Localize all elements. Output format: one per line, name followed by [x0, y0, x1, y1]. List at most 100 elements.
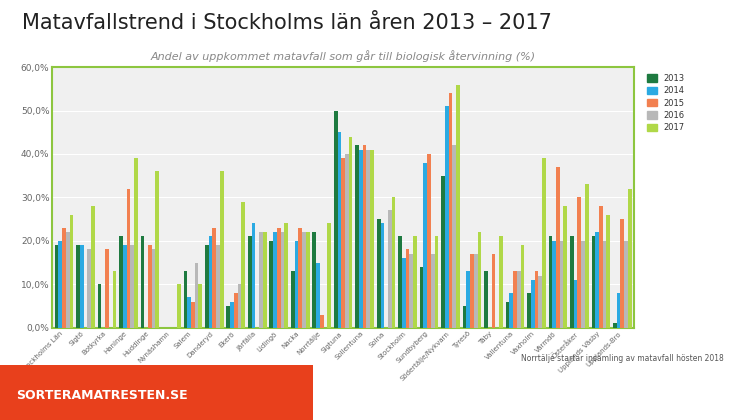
- Bar: [251, 223, 255, 328]
- Bar: [355, 145, 359, 328]
- Bar: [91, 206, 95, 328]
- Bar: [148, 245, 151, 328]
- Bar: [58, 241, 62, 328]
- Bar: [248, 236, 251, 328]
- Bar: [398, 236, 402, 328]
- Bar: [474, 254, 477, 328]
- Bar: [585, 184, 589, 328]
- Bar: [581, 241, 585, 328]
- Bar: [213, 228, 216, 328]
- Bar: [370, 150, 374, 328]
- Bar: [295, 241, 298, 328]
- Bar: [123, 245, 127, 328]
- Bar: [466, 271, 470, 328]
- Bar: [535, 271, 539, 328]
- Bar: [506, 302, 510, 328]
- Bar: [599, 206, 603, 328]
- Bar: [113, 271, 116, 328]
- Bar: [463, 306, 466, 328]
- Bar: [348, 136, 352, 328]
- Bar: [131, 245, 134, 328]
- Bar: [140, 236, 144, 328]
- Bar: [592, 236, 595, 328]
- Bar: [134, 158, 138, 328]
- Text: Norrtälje startar insamling av matavfall hösten 2018: Norrtälje startar insamling av matavfall…: [521, 354, 724, 363]
- Bar: [302, 232, 306, 328]
- Bar: [552, 241, 556, 328]
- Bar: [624, 241, 628, 328]
- Bar: [187, 297, 191, 328]
- Bar: [238, 284, 242, 328]
- Bar: [595, 232, 599, 328]
- Bar: [155, 171, 159, 328]
- Bar: [617, 293, 621, 328]
- Bar: [517, 271, 521, 328]
- Bar: [119, 236, 123, 328]
- Bar: [269, 241, 273, 328]
- Bar: [570, 236, 574, 328]
- Text: Matavfallstrend i Stockholms län åren 2013 – 2017: Matavfallstrend i Stockholms län åren 20…: [22, 13, 552, 33]
- Bar: [234, 293, 238, 328]
- Bar: [151, 249, 155, 328]
- Bar: [316, 262, 320, 328]
- Bar: [448, 93, 452, 328]
- Bar: [413, 236, 417, 328]
- Bar: [427, 154, 431, 328]
- Bar: [484, 271, 488, 328]
- Bar: [345, 154, 348, 328]
- Bar: [456, 84, 460, 328]
- Bar: [556, 167, 560, 328]
- Bar: [259, 232, 263, 328]
- Bar: [191, 302, 195, 328]
- Bar: [184, 271, 187, 328]
- Text: SORTERAMATRESTEN.SE: SORTERAMATRESTEN.SE: [16, 389, 187, 402]
- Bar: [334, 110, 338, 328]
- Bar: [613, 323, 617, 328]
- Bar: [492, 254, 495, 328]
- Bar: [298, 228, 302, 328]
- Bar: [577, 197, 581, 328]
- Bar: [277, 228, 280, 328]
- Bar: [98, 284, 101, 328]
- Bar: [431, 254, 435, 328]
- Bar: [177, 284, 181, 328]
- Bar: [606, 215, 610, 328]
- Bar: [388, 210, 392, 328]
- Bar: [628, 189, 632, 328]
- Bar: [62, 228, 66, 328]
- Bar: [560, 241, 563, 328]
- Bar: [366, 150, 370, 328]
- Bar: [513, 271, 517, 328]
- Bar: [205, 245, 209, 328]
- Bar: [195, 262, 198, 328]
- Bar: [363, 145, 366, 328]
- Bar: [359, 150, 363, 328]
- Bar: [441, 176, 445, 328]
- Bar: [435, 236, 439, 328]
- Bar: [445, 106, 448, 328]
- Bar: [231, 302, 234, 328]
- Bar: [563, 206, 567, 328]
- Bar: [410, 254, 413, 328]
- Bar: [263, 232, 266, 328]
- Bar: [54, 245, 58, 328]
- Bar: [527, 293, 531, 328]
- Bar: [392, 197, 395, 328]
- Bar: [420, 267, 424, 328]
- Bar: [105, 249, 109, 328]
- Bar: [548, 236, 552, 328]
- Bar: [87, 249, 91, 328]
- Bar: [470, 254, 474, 328]
- Bar: [338, 132, 342, 328]
- Bar: [220, 171, 224, 328]
- Bar: [402, 258, 406, 328]
- Bar: [342, 158, 345, 328]
- Bar: [406, 249, 410, 328]
- Title: Andel av uppkommet matavfall som går till biologisk återvinning (%): Andel av uppkommet matavfall som går til…: [151, 50, 536, 62]
- Bar: [198, 284, 202, 328]
- Legend: 2013, 2014, 2015, 2016, 2017: 2013, 2014, 2015, 2016, 2017: [644, 71, 687, 135]
- Bar: [542, 158, 546, 328]
- Bar: [209, 236, 213, 328]
- Bar: [242, 202, 245, 328]
- Bar: [280, 232, 284, 328]
